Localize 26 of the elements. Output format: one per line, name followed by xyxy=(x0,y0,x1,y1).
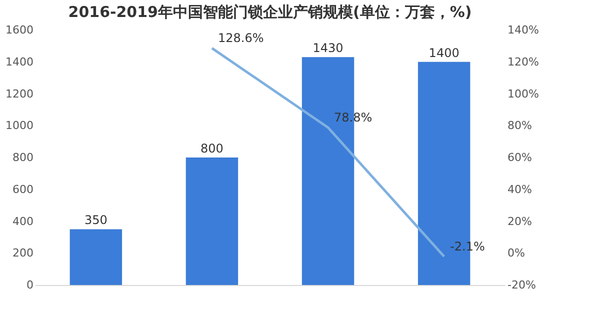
y-tick-label: 800 xyxy=(12,151,34,164)
y-tick-label: 1400 xyxy=(6,55,34,68)
data-label: 350 xyxy=(84,213,108,228)
bar xyxy=(70,229,122,285)
y2-tick-label: -20% xyxy=(508,278,536,292)
data-label: 800 xyxy=(200,142,224,156)
y-tick-label: 400 xyxy=(12,214,34,228)
bar xyxy=(186,158,238,285)
y2-tick-label: 120% xyxy=(508,55,539,68)
y2-tick-label: 140% xyxy=(508,24,539,36)
chart-title: 2016-2019年中国智能门锁企业产销规模(单位：万套，%) xyxy=(68,3,472,21)
y-tick-label: 200 xyxy=(12,246,34,260)
y-tick-label: 1000 xyxy=(6,119,34,132)
y-tick-label: 600 xyxy=(12,182,34,196)
y2-tick-label: 100% xyxy=(508,87,539,100)
data-label: 1400 xyxy=(428,46,460,60)
data-label: 1430 xyxy=(312,41,344,56)
data-label: 128.6% xyxy=(218,31,264,46)
y2-tick-label: 40% xyxy=(508,182,532,196)
y2-tick-label: 0% xyxy=(508,246,525,260)
y2-tick-label: 20% xyxy=(508,214,532,228)
y2-tick-label: 60% xyxy=(508,151,532,164)
y-tick-label: 1200 xyxy=(6,87,34,100)
y-tick-label: 1600 xyxy=(6,24,34,36)
y-tick-label: 0 xyxy=(26,278,34,292)
y2-tick-label: 80% xyxy=(508,119,532,132)
